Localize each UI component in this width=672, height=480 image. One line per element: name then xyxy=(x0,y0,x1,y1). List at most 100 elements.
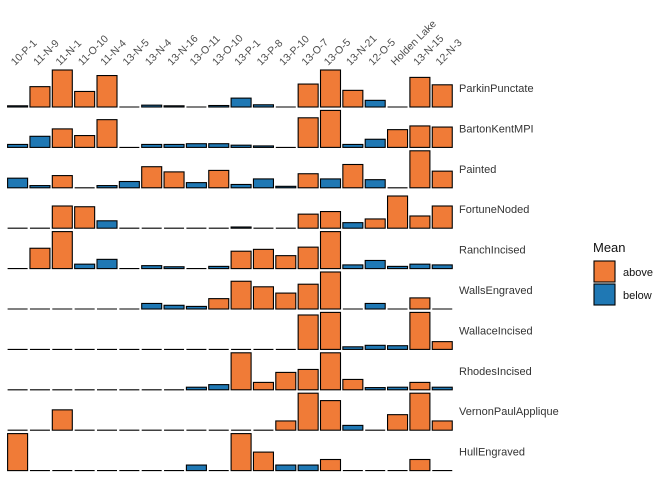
bar xyxy=(96,258,118,270)
bar xyxy=(96,75,118,108)
bar xyxy=(163,105,185,108)
bar xyxy=(230,226,252,229)
bar xyxy=(297,117,319,148)
bar xyxy=(230,280,252,310)
bar xyxy=(297,213,319,229)
bar xyxy=(319,311,342,350)
bar xyxy=(96,185,118,189)
bar xyxy=(230,250,252,270)
bar xyxy=(51,231,73,270)
bar xyxy=(342,264,364,270)
legend-title: Mean xyxy=(593,240,626,255)
bar xyxy=(386,386,409,391)
bar xyxy=(74,263,96,270)
bar xyxy=(96,220,118,229)
bar xyxy=(319,109,342,148)
bar xyxy=(297,464,319,472)
bar xyxy=(409,297,431,310)
facet-strip-label: Painted xyxy=(459,164,496,176)
bar xyxy=(364,99,386,108)
bar xyxy=(319,271,342,310)
bar xyxy=(163,266,185,270)
bar xyxy=(386,129,409,148)
bar xyxy=(185,143,207,148)
bar xyxy=(208,384,230,391)
facet-strip-label: WallsEngraved xyxy=(459,285,533,297)
bar xyxy=(319,211,342,229)
bar xyxy=(342,143,364,148)
facet-strip-label: ParkinPunctate xyxy=(459,83,534,95)
bar xyxy=(297,392,319,431)
bar xyxy=(208,104,230,108)
bar xyxy=(364,218,386,229)
bar xyxy=(51,69,73,108)
bar xyxy=(230,352,252,391)
bar xyxy=(208,298,230,310)
bar xyxy=(252,178,274,189)
bar xyxy=(431,170,453,189)
bar xyxy=(431,264,453,270)
bar xyxy=(163,171,185,189)
bar xyxy=(51,175,73,189)
bar xyxy=(7,433,29,472)
bar xyxy=(342,163,364,189)
legend-swatch-above xyxy=(593,260,616,283)
bar xyxy=(297,83,319,108)
bar xyxy=(208,143,230,148)
bar xyxy=(230,144,252,148)
bar xyxy=(185,182,207,189)
facet-panel: WallaceIncised xyxy=(7,311,533,350)
bar xyxy=(7,143,29,148)
bar xyxy=(208,169,230,189)
bar xyxy=(118,180,140,189)
bar xyxy=(163,304,185,310)
bar xyxy=(319,458,342,472)
facet-panel: RhodesIncised xyxy=(7,352,532,391)
bar xyxy=(409,263,431,270)
bar xyxy=(319,69,342,108)
bar xyxy=(96,119,118,148)
bar xyxy=(74,90,96,108)
bar xyxy=(74,206,96,229)
bar xyxy=(297,368,319,391)
bar xyxy=(230,183,252,189)
bar xyxy=(364,138,386,148)
bar xyxy=(29,185,51,189)
bar xyxy=(51,409,73,431)
bar xyxy=(342,222,364,229)
facet-strip-label: FortuneNoded xyxy=(459,204,529,216)
bar xyxy=(141,302,163,310)
bar xyxy=(275,255,297,270)
bar xyxy=(252,104,274,108)
bar xyxy=(51,205,73,229)
facet-panel: RanchIncised xyxy=(7,231,526,270)
bar xyxy=(409,150,431,189)
bar xyxy=(275,420,297,431)
bar xyxy=(342,424,364,431)
bar xyxy=(51,128,73,148)
bar xyxy=(342,89,364,108)
facet-strip-label: RhodesIncised xyxy=(459,366,532,378)
bar xyxy=(208,265,230,270)
bar xyxy=(252,286,274,310)
legend-label-above: above xyxy=(623,267,653,279)
bar xyxy=(29,247,51,270)
bar xyxy=(230,97,252,108)
bar xyxy=(163,143,185,148)
bar xyxy=(364,259,386,270)
bar xyxy=(141,143,163,148)
bar xyxy=(409,392,431,431)
bar xyxy=(297,314,319,350)
bar xyxy=(409,125,431,148)
bar xyxy=(364,302,386,310)
facet-panel: VernonPaulApplique xyxy=(7,392,559,431)
bar xyxy=(409,76,431,108)
bar xyxy=(275,371,297,391)
bar xyxy=(252,381,274,391)
bar xyxy=(431,341,453,350)
bar xyxy=(185,464,207,472)
x-axis-tick-labels: 10-P-111-N-911-N-111-O-1011-N-413-N-513-… xyxy=(9,18,465,68)
facet-panel: BartonKentMPI xyxy=(7,109,534,148)
